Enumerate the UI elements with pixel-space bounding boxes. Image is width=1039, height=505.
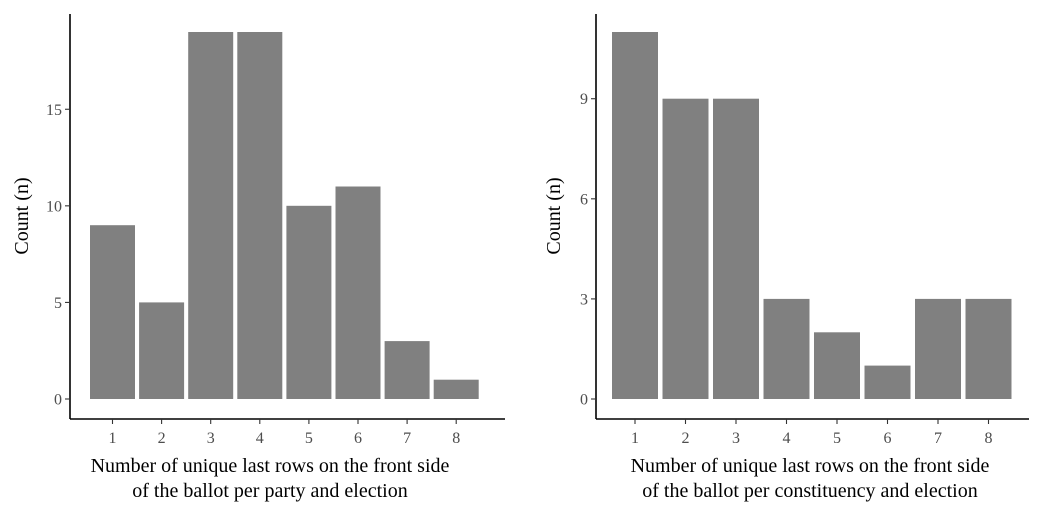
left-bar-4 [237,32,283,399]
left-bar-8 [433,379,479,399]
right-bar-7 [915,298,961,399]
right-x-tick-label: 2 [682,430,690,447]
left-x-tick-label: 7 [403,430,411,447]
left-bar-1 [90,225,135,399]
left-y-tick-label: 0 [54,392,62,409]
left-y-tick-label: 10 [46,198,62,215]
left-x-tick-label: 2 [158,430,166,447]
left-bar-6 [335,186,381,399]
left-x-tick-label: 5 [305,430,313,447]
left-bar-3 [188,32,234,399]
left-y-tick-label: 5 [54,295,62,312]
right-x-tick-label: 1 [631,430,639,447]
left-bar-2 [139,302,185,399]
right-bar-8 [965,298,1012,399]
right-y-axis-title: Count (n) [543,177,565,254]
right-x-tick-label: 6 [884,430,892,447]
left-x-tick-label: 4 [256,430,264,447]
left-x-axis-title-line-1: Number of unique last rows on the front … [91,455,450,477]
right-y-tick-label: 9 [580,91,588,108]
right-x-tick-label: 7 [934,430,942,447]
right-bar-1 [612,32,658,399]
right-x-tick-label: 3 [732,430,740,447]
left-x-tick-label: 1 [109,430,117,447]
right-bar-6 [864,365,911,399]
right-bar-2 [662,98,709,399]
left-x-axis-title-line-2: of the ballot per party and election [132,480,407,502]
right-y-tick-label: 0 [580,392,588,409]
right-y-tick-label: 3 [580,291,588,308]
left-x-tick-label: 3 [207,430,215,447]
right-x-axis-title-line-2: of the ballot per constituency and elect… [642,480,977,502]
right-x-tick-label: 5 [833,430,841,447]
left-x-tick-label: 8 [452,430,460,447]
right-y-tick-label: 6 [580,191,588,208]
right-bar-3 [713,98,759,399]
left-bar-7 [384,341,430,399]
left-histogram-panel: Number of unique last rows on the front … [11,14,505,502]
left-y-tick-label: 15 [46,102,62,119]
right-x-axis-title-line-1: Number of unique last rows on the front … [631,455,990,477]
left-bar-5 [286,205,332,399]
right-histogram-panel: Number of unique last rows on the front … [543,14,1029,502]
left-x-tick-label: 6 [354,430,362,447]
left-y-axis-title: Count (n) [11,177,33,254]
right-x-tick-label: 4 [783,430,791,447]
right-x-tick-label: 8 [985,430,993,447]
right-bar-4 [763,298,810,399]
right-bar-5 [814,332,860,399]
